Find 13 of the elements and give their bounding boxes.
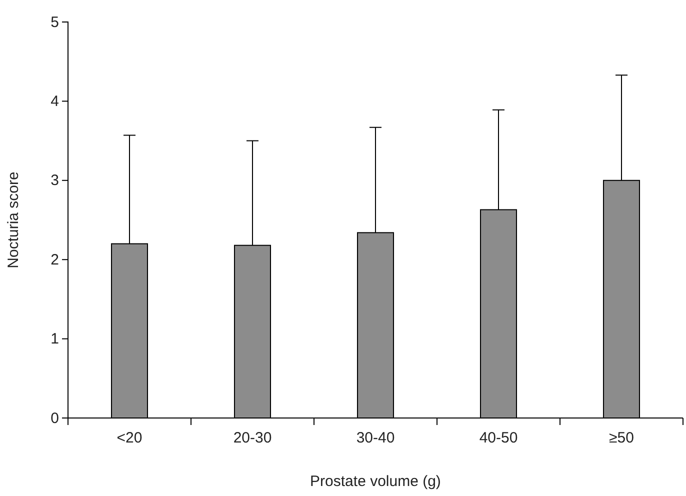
y-tick-label: 2 <box>50 251 59 268</box>
x-tick-label: ≥50 <box>609 430 634 447</box>
x-tick-label: 30-40 <box>356 430 395 447</box>
y-tick-label: 5 <box>50 14 59 31</box>
y-tick-label: 1 <box>50 330 59 348</box>
y-tick-label: 4 <box>50 93 59 110</box>
x-tick-label: <20 <box>116 430 142 447</box>
x-tick-label: 20-30 <box>233 430 272 447</box>
x-tick-label: 40-50 <box>479 430 518 447</box>
y-tick-label: 3 <box>50 172 59 190</box>
y-axis-title: Nocturia score <box>5 172 22 268</box>
y-tick-label: 0 <box>50 410 59 427</box>
x-axis-title: Prostate volume (g) <box>310 473 441 490</box>
